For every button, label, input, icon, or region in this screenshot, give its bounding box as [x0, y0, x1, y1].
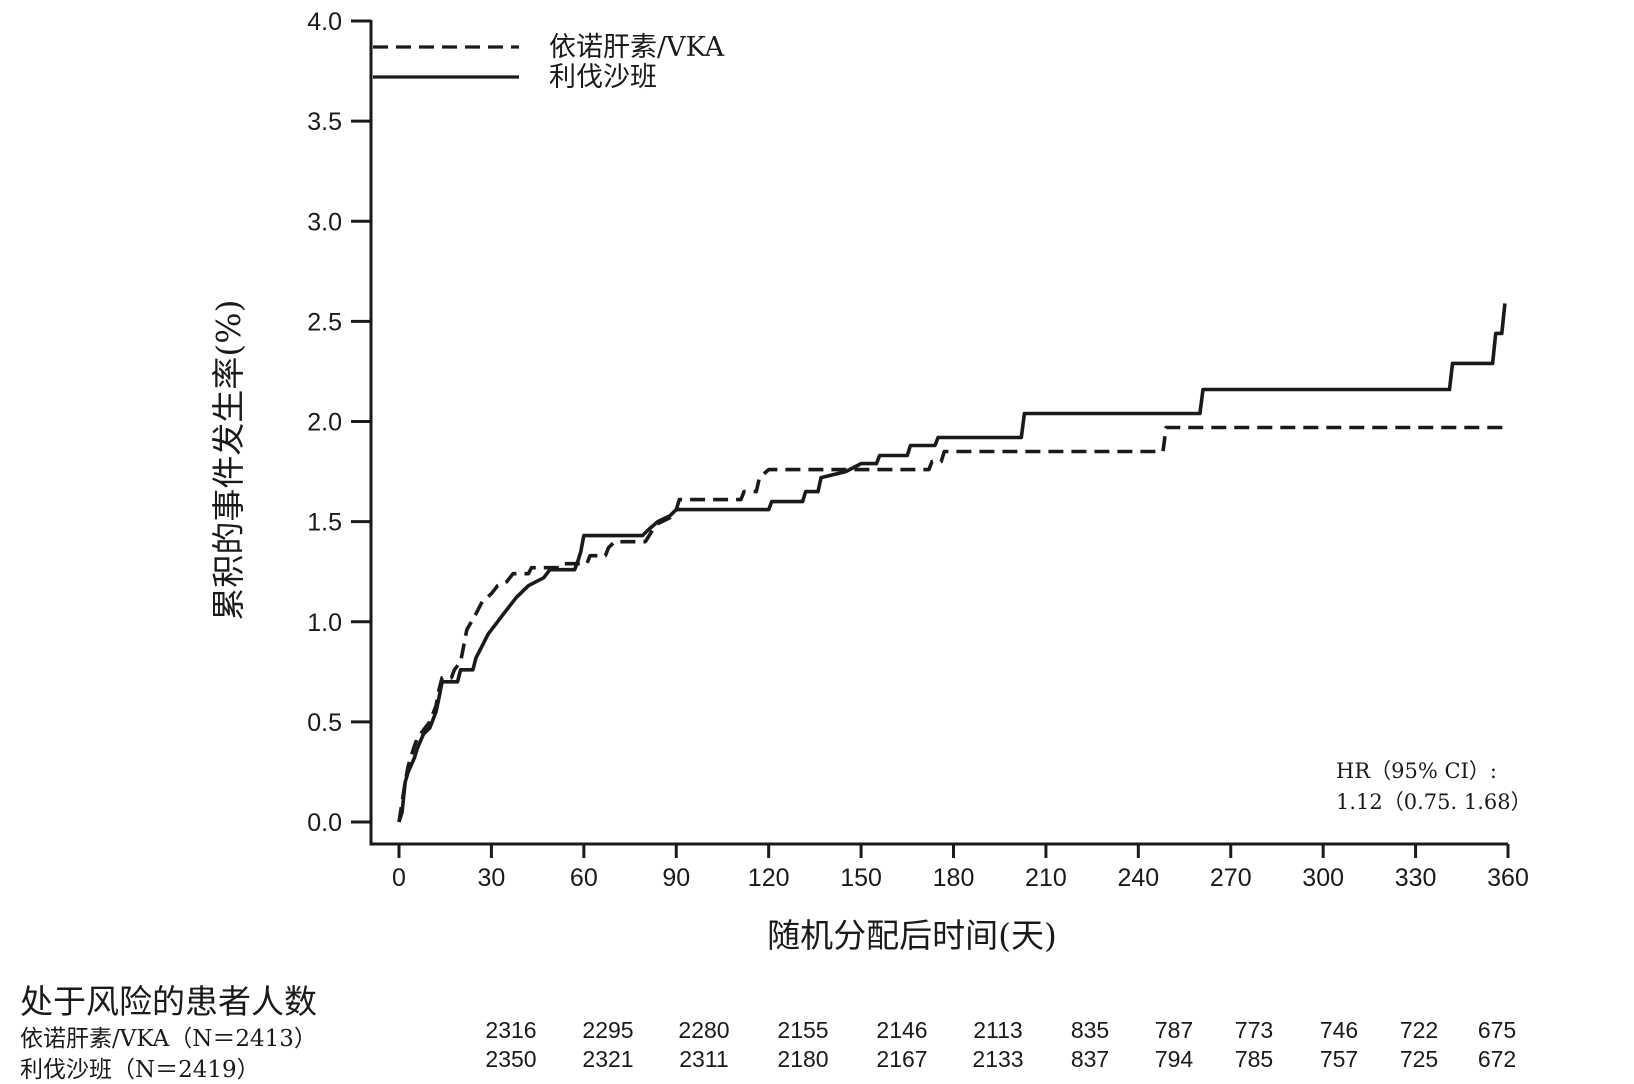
y-axis-label: 累积的事件发生率(%)	[209, 299, 248, 620]
risk-value: 2295	[582, 1017, 634, 1043]
y-tick-label: 3.0	[307, 208, 342, 236]
risk-table: 处于风险的患者人数 依诺肝素/VKA（N＝2413） 利伐沙班（N＝2419） …	[20, 975, 1620, 1083]
y-tick-label: 0.5	[307, 709, 342, 737]
y-axis-ticks: 0.0 0.5 1.0 1.5 2.0 2.5 3.0 3.5 4.0	[307, 8, 371, 837]
x-tick-label: 180	[933, 864, 975, 892]
x-tick-label: 360	[1487, 864, 1529, 892]
risk-row-label-rivaroxaban: 利伐沙班（N＝2419）	[20, 1057, 260, 1083]
risk-value: 2113	[973, 1017, 1023, 1043]
risk-value: 2146	[876, 1017, 928, 1043]
series-layer	[397, 303, 1507, 823]
x-axis-ticks: 0 30 60 90 120 150 180 210 240 270 300 330 360	[392, 844, 1529, 892]
risk-value: 2350	[485, 1046, 537, 1072]
hr-annotation-line1: HR（95% CI）:	[1336, 759, 1497, 783]
risk-value: 773	[1234, 1017, 1274, 1043]
risk-value: 2133	[972, 1046, 1024, 1072]
x-tick-label: 210	[1025, 864, 1067, 892]
risk-value: 672	[1477, 1046, 1517, 1072]
x-tick-label: 270	[1210, 864, 1252, 892]
x-tick-label: 120	[748, 864, 790, 892]
risk-value: 757	[1319, 1046, 1359, 1072]
risk-value: 2155	[777, 1017, 829, 1043]
y-tick-label: 3.5	[307, 108, 342, 136]
risk-row-label-enoxaparin: 依诺肝素/VKA（N＝2413）	[20, 1026, 317, 1052]
y-tick-label: 1.5	[307, 509, 342, 537]
y-tick-label: 2.5	[307, 308, 342, 336]
risk-value: 675	[1477, 1017, 1517, 1043]
x-tick-label: 0	[392, 864, 406, 892]
y-tick-label: 1.0	[307, 609, 342, 637]
y-tick-label: 4.0	[307, 8, 342, 36]
hr-annotation-line2: 1.12（0.75. 1.68）	[1336, 790, 1532, 814]
x-tick-label: 330	[1395, 864, 1437, 892]
x-tick-label: 60	[570, 864, 598, 892]
series-line-rivaroxaban	[397, 303, 1507, 823]
x-tick-label: 300	[1302, 864, 1344, 892]
x-axis-label: 随机分配后时间(天)	[767, 916, 1057, 955]
x-tick-label: 30	[478, 864, 506, 892]
risk-value: 746	[1319, 1017, 1359, 1043]
x-tick-label: 90	[662, 864, 690, 892]
risk-value: 2167	[876, 1046, 928, 1072]
risk-value: 725	[1399, 1046, 1439, 1072]
legend-label-rivaroxaban: 利伐沙班	[549, 62, 657, 93]
x-tick-label: 150	[840, 864, 882, 892]
risk-value: 835	[1070, 1017, 1110, 1043]
risk-value: 2311	[679, 1046, 729, 1072]
risk-value: 787	[1154, 1017, 1194, 1043]
risk-value: 2321	[582, 1046, 634, 1072]
y-tick-label: 0.0	[307, 809, 342, 837]
x-tick-label: 240	[1117, 864, 1159, 892]
risk-value: 2316	[485, 1017, 537, 1043]
risk-value: 794	[1154, 1046, 1194, 1072]
risk-value: 837	[1070, 1046, 1110, 1072]
y-tick-label: 2.0	[307, 409, 342, 437]
risk-table-title: 处于风险的患者人数	[20, 982, 317, 1021]
axes	[369, 20, 1508, 846]
risk-value: 722	[1399, 1017, 1439, 1043]
risk-value: 785	[1234, 1046, 1274, 1072]
legend-label-enoxaparin-vka: 依诺肝素/VKA	[549, 32, 725, 63]
risk-value: 2180	[777, 1046, 829, 1072]
series-line-enoxaparin-vka	[397, 425, 1505, 823]
risk-value: 2280	[678, 1017, 730, 1043]
